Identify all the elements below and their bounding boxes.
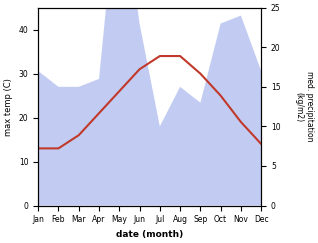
Y-axis label: med. precipitation
(kg/m2): med. precipitation (kg/m2) (294, 71, 314, 142)
X-axis label: date (month): date (month) (116, 230, 183, 239)
Y-axis label: max temp (C): max temp (C) (4, 78, 13, 136)
